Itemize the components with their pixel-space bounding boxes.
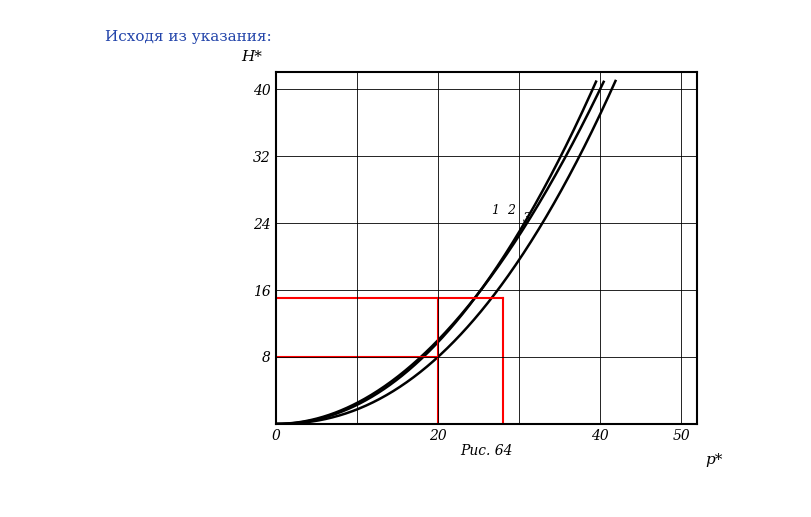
Text: 1: 1 — [491, 204, 499, 217]
Text: H*: H* — [241, 50, 262, 64]
Text: 2: 2 — [507, 204, 515, 217]
Text: 3: 3 — [523, 212, 531, 225]
Text: Рис. 64: Рис. 64 — [461, 444, 513, 458]
Text: p*: p* — [706, 453, 723, 467]
Text: Исходя из указания:: Исходя из указания: — [105, 31, 272, 44]
